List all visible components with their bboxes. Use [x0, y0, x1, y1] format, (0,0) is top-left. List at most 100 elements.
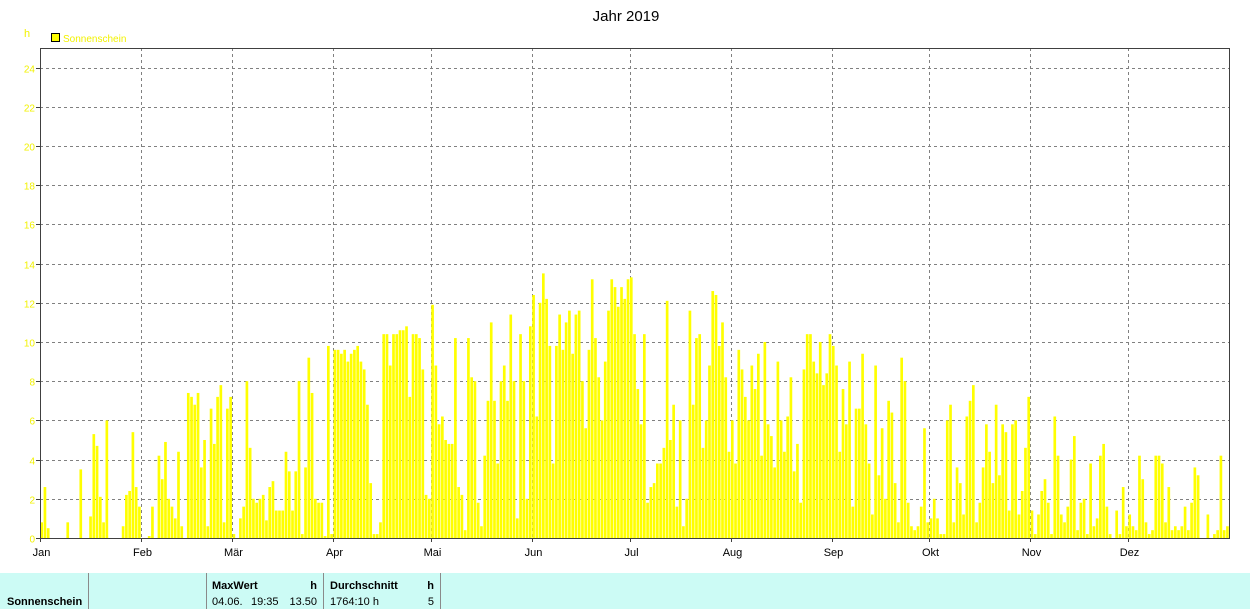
bar-day [734, 463, 737, 538]
bar-day [561, 349, 565, 538]
bar-day [880, 428, 884, 538]
bar-day [496, 463, 500, 538]
bar-day [131, 432, 135, 538]
bar-day [447, 443, 451, 538]
bar-day [297, 381, 301, 538]
bar-day [574, 314, 578, 538]
bar-day [1193, 467, 1197, 538]
bar-day [66, 522, 70, 538]
bar-day [307, 357, 311, 538]
bar-day [1092, 526, 1096, 538]
bar-day [949, 404, 952, 538]
bar-day [1160, 463, 1164, 538]
column-divider [206, 573, 207, 609]
bar-day [1128, 514, 1132, 538]
bar-day [483, 455, 487, 538]
bar-day [470, 377, 474, 538]
bar-day [714, 294, 718, 538]
bar-day [40, 522, 44, 538]
bar-day [287, 471, 291, 538]
bar-day [1072, 436, 1076, 538]
bar-day [1046, 502, 1050, 538]
bar-day [255, 502, 259, 538]
bar-day [783, 451, 786, 538]
bar-day [1011, 424, 1014, 538]
x-tick-label: Feb [133, 547, 152, 559]
bar-day [926, 522, 930, 538]
x-tick-label: Dez [1120, 547, 1140, 559]
bar-day [594, 338, 597, 538]
bar-day [626, 279, 630, 538]
bar-day [864, 424, 868, 538]
bar-day [610, 279, 614, 538]
bar-day [359, 361, 363, 538]
bar-day [766, 424, 770, 538]
bar-day [460, 494, 464, 538]
bar-day [747, 420, 750, 538]
bar-day [955, 467, 959, 538]
bar-day [942, 534, 946, 538]
bar-day [636, 389, 640, 538]
bar-day [932, 498, 936, 538]
bar-day [515, 518, 519, 538]
bar-day [528, 326, 532, 538]
bar-day [421, 369, 425, 538]
bar-day [818, 342, 822, 538]
bar-day [945, 420, 949, 538]
bar-day [1014, 420, 1018, 538]
bar-day [424, 494, 428, 538]
bar-day [441, 416, 444, 538]
bar-day [884, 498, 887, 538]
bar-day [724, 377, 728, 538]
bar-day [867, 463, 871, 538]
bar-day [587, 349, 591, 538]
bar-day [434, 365, 438, 538]
bar-day [1095, 518, 1099, 538]
bar-day [1040, 490, 1044, 538]
bar-day [708, 365, 711, 538]
bar-day [704, 420, 708, 538]
bar-day [1187, 530, 1190, 538]
row-label: Sonnenschein [7, 596, 83, 608]
max-time: 19:35 [251, 596, 279, 608]
bar-day [1033, 534, 1037, 538]
bar-day [92, 434, 96, 538]
bar-day [906, 502, 910, 538]
bar-day [789, 377, 793, 538]
x-tick-label: Nov [1022, 547, 1042, 559]
bar-day [1222, 530, 1226, 538]
bar-day [512, 381, 516, 538]
bar-day [388, 365, 392, 538]
bar-day [1180, 526, 1184, 538]
bar-day [750, 365, 754, 538]
y-tick-label: 14 [24, 261, 36, 272]
bar-day [773, 467, 776, 538]
bar-day [271, 481, 275, 538]
max-date: 04.06. [212, 596, 243, 608]
bar-day [226, 408, 229, 538]
bar-day [962, 514, 965, 538]
bar-day [372, 534, 376, 538]
bar-day [190, 396, 193, 538]
bar-day [770, 436, 773, 538]
bar-day [975, 522, 978, 538]
y-tick-label: 4 [29, 457, 35, 468]
bar-day [1099, 455, 1102, 538]
bar-day [910, 526, 913, 538]
bar-day [763, 342, 767, 538]
bar-day [786, 416, 789, 538]
bar-day [568, 310, 571, 538]
bar-day [333, 349, 337, 538]
bar-day [213, 443, 216, 538]
bar-day [923, 428, 926, 538]
bar-day [105, 420, 109, 538]
bars [40, 273, 1229, 538]
bar-day [1226, 526, 1229, 538]
bar-day [757, 353, 760, 538]
bar-day [1141, 479, 1145, 538]
bar-day [294, 471, 298, 538]
bar-day [548, 345, 552, 538]
x-tick-label: Jan [33, 547, 51, 559]
bar-day [571, 353, 574, 538]
bar-day [313, 498, 317, 538]
